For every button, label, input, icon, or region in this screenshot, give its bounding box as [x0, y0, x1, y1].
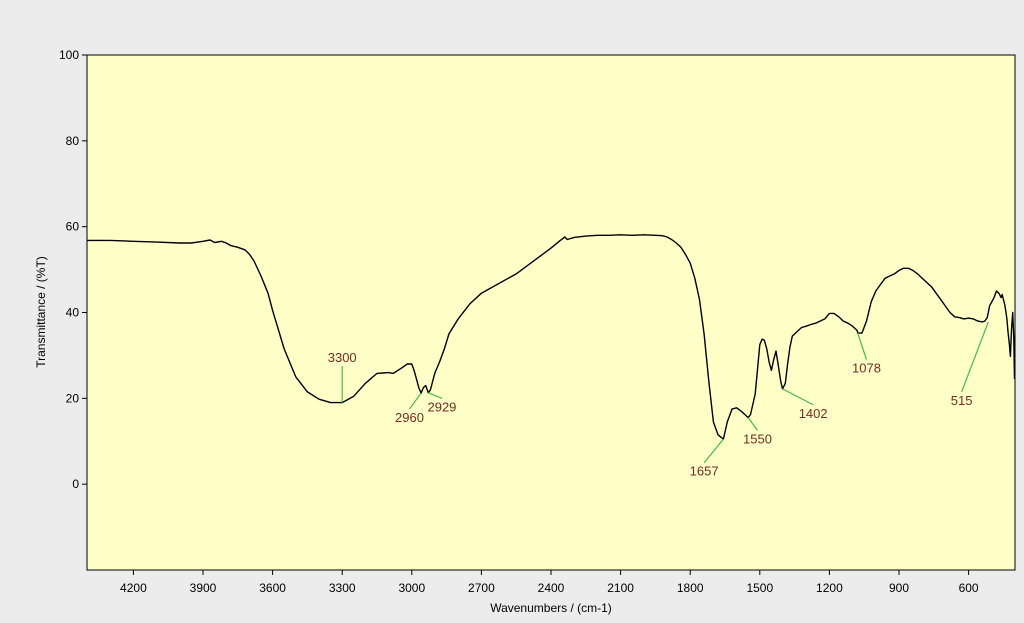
x-tick-label: 3600: [259, 581, 286, 595]
x-tick-label: 2700: [468, 581, 495, 595]
plot-area: [86, 54, 1016, 571]
y-axis-ticks: 0 20 40 60 80 100: [59, 48, 87, 491]
spectrum-line: [87, 234, 1016, 440]
peak-leader-line: [961, 321, 989, 393]
peak-annotation: 1402: [782, 388, 828, 421]
peak-label: 515: [951, 393, 973, 408]
peak-annotation: 515: [951, 321, 989, 408]
peak-label: 1550: [743, 432, 772, 447]
y-tick-label: 40: [66, 306, 80, 320]
peak-leader-line: [747, 417, 758, 431]
peak-annotation: 1550: [743, 417, 772, 447]
x-tick-label: 1200: [816, 581, 843, 595]
x-tick-label: 2400: [538, 581, 565, 595]
x-tick-label: 4200: [120, 581, 147, 595]
y-axis-label: Transmittance / (%T): [34, 256, 48, 368]
x-tick-label: 1500: [746, 581, 773, 595]
peak-leader-line: [428, 392, 443, 399]
peak-leader-line: [857, 332, 868, 360]
peak-leader-line: [408, 392, 422, 410]
peak-annotation: 1078: [852, 332, 881, 376]
peak-label: 2929: [427, 399, 456, 414]
x-tick-label: 3900: [190, 581, 217, 595]
peak-leader-line: [782, 388, 814, 406]
x-axis-label: Wavenumbers / (cm-1): [490, 601, 612, 615]
peak-label: 1402: [799, 406, 828, 421]
peak-annotation: 3300: [328, 350, 357, 403]
x-tick-label: 3000: [398, 581, 425, 595]
x-tick-label: 2100: [607, 581, 634, 595]
peak-label: 3300: [328, 350, 357, 365]
y-tick-label: 60: [66, 220, 80, 234]
x-tick-label: 1800: [677, 581, 704, 595]
y-tick-label: 20: [66, 391, 80, 405]
x-tick-label: 600: [959, 581, 979, 595]
peak-annotation: 2929: [427, 392, 456, 414]
peak-label: 1657: [690, 464, 719, 479]
peak-leader-line: [703, 438, 724, 464]
x-axis-ticks: 4200 3900 3600 3300 3000 2700 2400 2100 1800 1500…: [120, 570, 979, 595]
peak-label: 2960: [395, 410, 424, 425]
peak-annotation: 1657: [690, 438, 724, 479]
peak-label: 1078: [852, 361, 881, 376]
y-tick-label: 100: [59, 48, 79, 62]
y-tick-label: 80: [66, 134, 80, 148]
x-tick-label: 900: [889, 581, 909, 595]
y-tick-label: 0: [72, 477, 79, 491]
x-tick-label: 3300: [329, 581, 356, 595]
peak-annotation: 2960: [395, 392, 424, 425]
